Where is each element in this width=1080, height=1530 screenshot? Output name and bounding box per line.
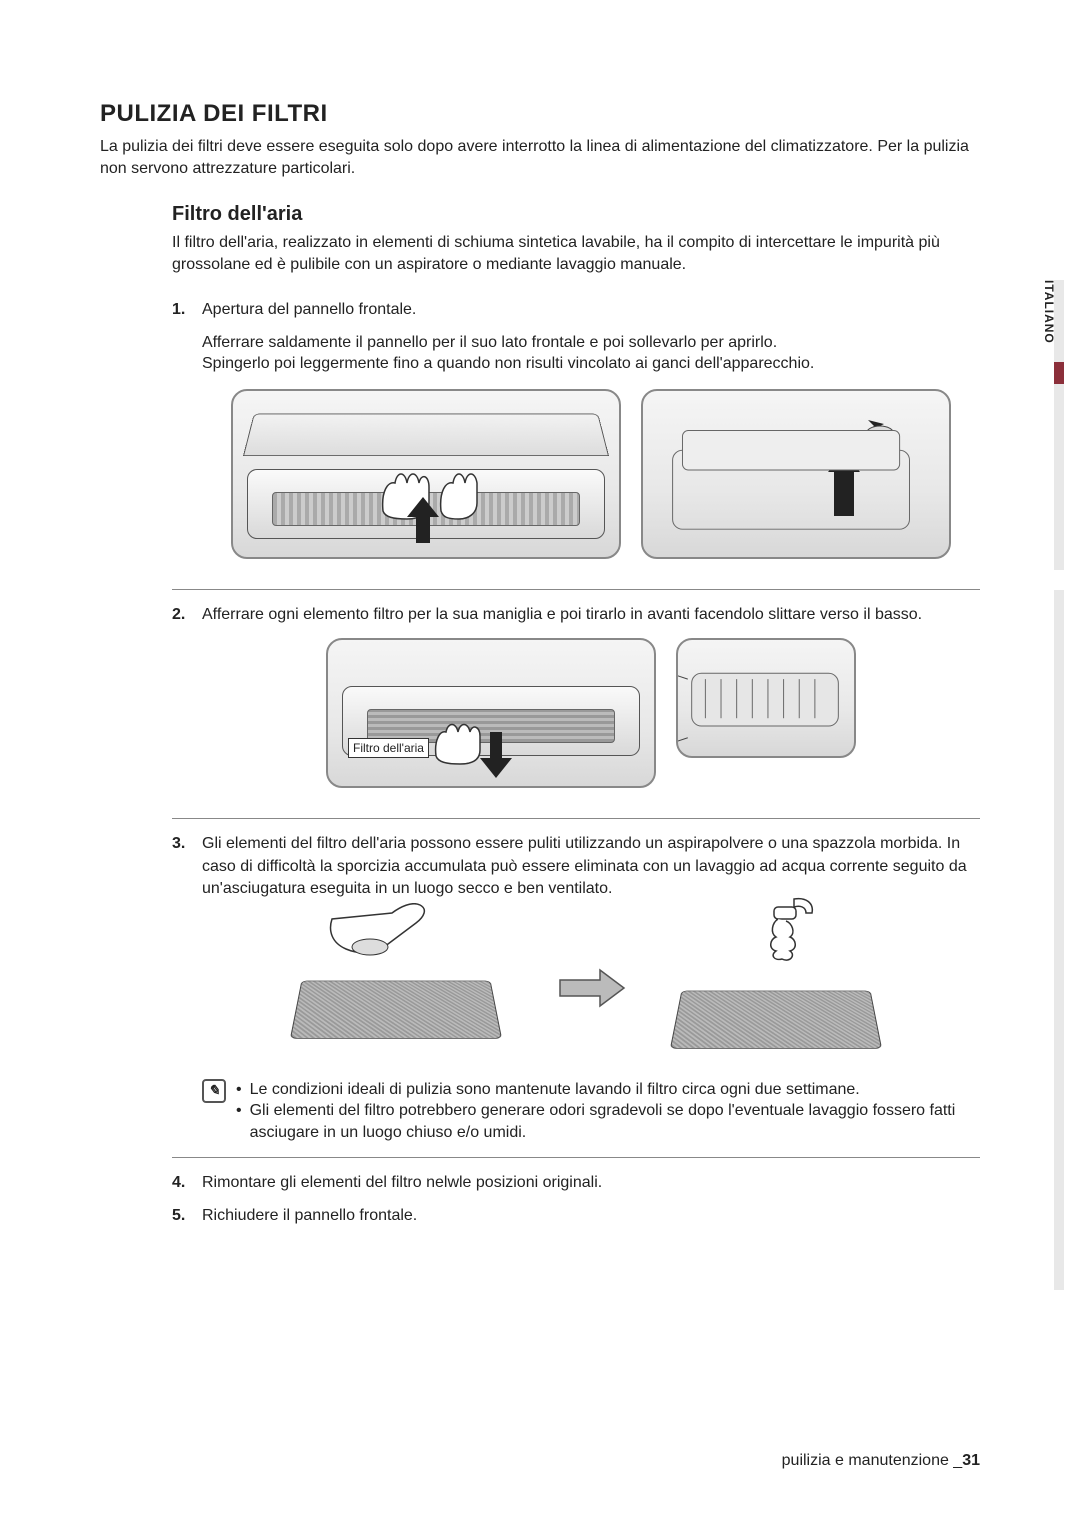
illustration-step1 [202,389,980,559]
footer-text: puilizia e manutenzione _ [782,1452,963,1469]
step-3: 3. Gli elementi del filtro dell'aria pos… [172,833,980,1143]
illustration-step3 [202,913,980,1063]
page-title: PULIZIA DEI FILTRI [100,100,980,128]
illus-filter-pull-detail [676,638,856,758]
step-body: Apertura del pannello frontale. Afferrar… [202,299,980,575]
step-4: 4. Rimontare gli elementi del filtro nel… [172,1172,980,1194]
note-bullets: • Le condizioni ideali di pulizia sono m… [236,1079,980,1144]
faucet-icon [746,893,826,963]
page-number: 31 [962,1452,980,1469]
bullet-icon: • [236,1100,242,1143]
divider [172,589,980,590]
section-title: Filtro dell'aria [172,203,980,226]
content-indent: Filtro dell'aria Il filtro dell'aria, re… [172,203,980,1227]
step-text: Apertura del pannello frontale. [202,299,980,321]
step-text: Rimontare gli elementi del filtro nelwle… [202,1172,980,1194]
illus-brush-filter [266,913,536,1063]
divider [172,1157,980,1158]
note-icon: ✎ [202,1079,226,1103]
step-text: Richiudere il pannello frontale. [202,1205,980,1227]
illus-open-panel-side [641,389,951,559]
step-2: 2. Afferrare ogni elemento filtro per la… [172,604,980,804]
step-number: 4. [172,1172,192,1194]
step-detail: Afferrare saldamente il pannello per il … [202,332,980,375]
note-text: Gli elementi del filtro potrebbero gener… [250,1100,980,1143]
step-number: 2. [172,604,192,804]
brush-icon [326,903,436,963]
step-number: 1. [172,299,192,575]
step-5: 5. Richiudere il pannello frontale. [172,1205,980,1227]
bullet-icon: • [236,1079,242,1101]
step-1: 1. Apertura del pannello frontale. Affer… [172,299,980,575]
illustration-step2: Filtro dell'aria [202,638,980,788]
note-bullet: • Gli elementi del filtro potrebbero gen… [236,1100,980,1143]
note-bullet: • Le condizioni ideali di pulizia sono m… [236,1079,980,1101]
arrow-insert-icon [824,416,904,526]
section-intro: Il filtro dell'aria, realizzato in eleme… [172,232,980,275]
illus-wash-filter [646,913,916,1063]
note-text: Le condizioni ideali di pulizia sono man… [250,1079,860,1101]
step-text: Gli elementi del filtro dell'aria posson… [202,833,980,900]
note-block: ✎ • Le condizioni ideali di pulizia sono… [202,1079,980,1144]
illus-open-panel-front [231,389,621,559]
divider [172,818,980,819]
illus-filter-pull-main: Filtro dell'aria [326,638,656,788]
step-number: 3. [172,833,192,1143]
step-number: 5. [172,1205,192,1227]
step-body: Afferrare ogni elemento filtro per la su… [202,604,980,804]
arrow-right-icon [556,968,626,1008]
intro-text: La pulizia dei filtri deve essere esegui… [100,136,980,179]
hand-icon [428,716,488,766]
arrow-up-icon [403,495,443,545]
step-body: Gli elementi del filtro dell'aria posson… [202,833,980,1143]
step-text: Afferrare ogni elemento filtro per la su… [202,604,980,626]
filter-label: Filtro dell'aria [348,738,429,759]
page-content: PULIZIA DEI FILTRI La pulizia dei filtri… [0,0,1080,1297]
footer: puilizia e manutenzione _31 [782,1452,980,1470]
